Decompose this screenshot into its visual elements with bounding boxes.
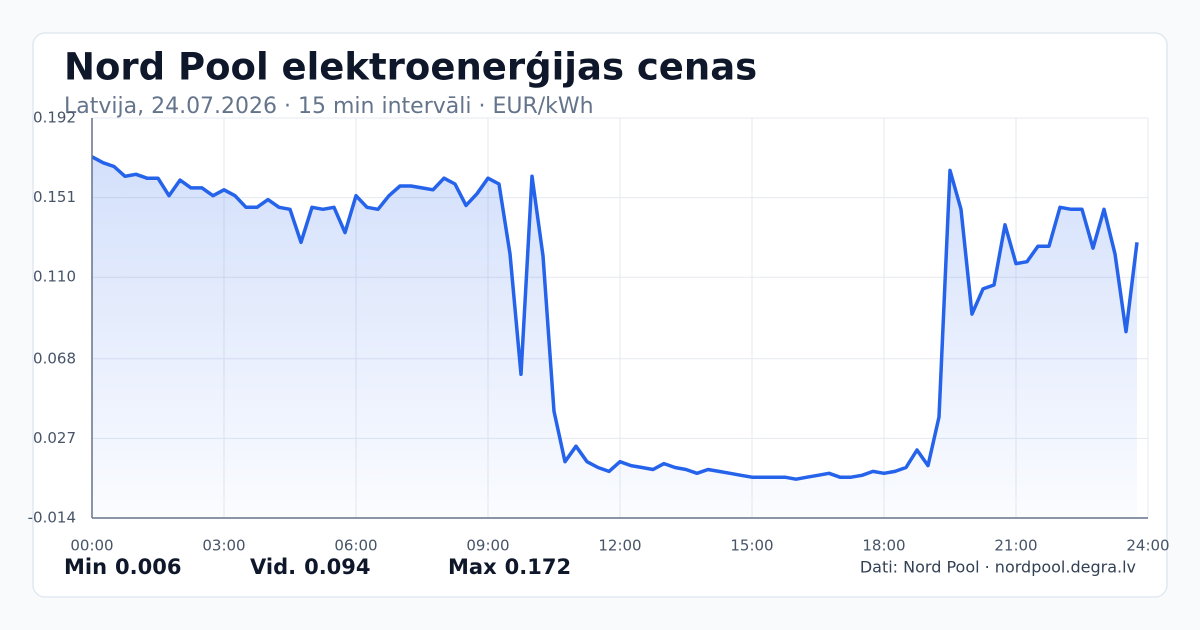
- stat: Max 0.172: [448, 555, 571, 579]
- y-tick-label: 0.192: [33, 109, 76, 127]
- stat-label: Max: [448, 555, 497, 579]
- x-tick-label: 06:00: [334, 537, 377, 555]
- y-tick-label: 0.027: [33, 429, 76, 447]
- stat-value: 0.006: [115, 555, 181, 579]
- x-tick-label: 24:00: [1126, 537, 1169, 555]
- stat-value: 0.094: [304, 555, 370, 579]
- x-tick-label: 15:00: [730, 537, 773, 555]
- chart-title: Nord Pool elektroenerģijas cenas: [64, 46, 757, 89]
- stat-label: Vid.: [250, 555, 296, 579]
- x-tick-label: 00:00: [70, 537, 113, 555]
- x-tick-label: 09:00: [466, 537, 509, 555]
- line: [91, 155, 1139, 481]
- y-tick-label: 0.068: [33, 349, 76, 367]
- chart-subtitle: Latvija, 24.07.2026 · 15 min intervāli ·…: [64, 94, 594, 119]
- stat-label: Min: [64, 555, 107, 579]
- x-tick-label: 03:00: [202, 537, 245, 555]
- stat: Vid. 0.094: [250, 555, 371, 579]
- stat: Min 0.006: [64, 555, 181, 579]
- x-tick-label: 12:00: [598, 537, 641, 555]
- y-tick-label: 0.110: [33, 268, 76, 286]
- x-tick-label: 21:00: [994, 537, 1037, 555]
- x-tick-label: 18:00: [862, 537, 905, 555]
- stat-value: 0.172: [505, 555, 571, 579]
- source: Dati: Nord Pool · nordpool.degra.lv: [860, 558, 1136, 577]
- area: [92, 156, 1137, 519]
- y-tick-label: 0.151: [33, 188, 76, 206]
- y-tick-label: -0.014: [28, 509, 76, 527]
